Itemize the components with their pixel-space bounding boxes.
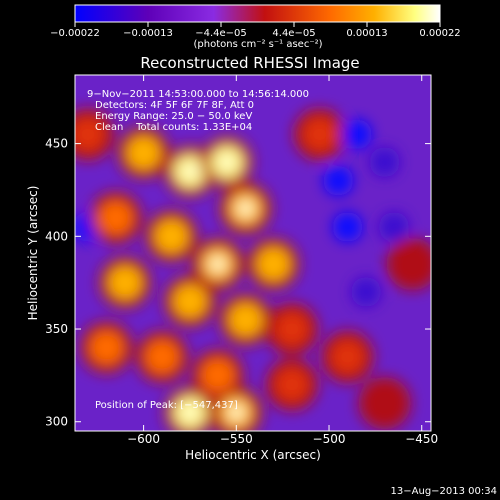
heatmap-blob xyxy=(369,147,400,178)
heatmap-blob xyxy=(341,119,372,150)
x-tick-label: −600 xyxy=(127,432,160,446)
heatmap-blob xyxy=(172,284,207,319)
heatmap-blob xyxy=(395,247,430,282)
colorbar-tick-label: 4.4e−05 xyxy=(272,28,315,39)
heatmap-blob-core xyxy=(219,154,236,171)
heatmap-blob-core xyxy=(181,404,198,421)
x-tick-label: −550 xyxy=(220,432,253,446)
colorbar-ticks: −0.00022 −0.00013 −4.4e−05 4.4e−05 0.00013 0.… xyxy=(50,22,461,39)
heatmap-blob xyxy=(108,265,143,300)
annotation-time-range: 9−Nov−2011 14:53:00.000 to 14:56:14.000 xyxy=(87,89,309,100)
x-axis-label: Heliocentric X (arcsec) xyxy=(185,448,321,462)
heatmap-blob-core xyxy=(209,256,226,273)
heatmap-blob-core xyxy=(181,163,198,180)
y-tick-label: 450 xyxy=(45,137,68,151)
heatmap-blob xyxy=(200,358,235,393)
annotation-energy-range: Energy Range: 25.0 − 50.0 keV xyxy=(95,111,252,122)
x-axis: −600 −550 −500 −450 xyxy=(127,75,438,446)
plot-frame xyxy=(74,74,432,432)
y-tick-label: 350 xyxy=(45,322,68,336)
footer-date: 13−Aug−2013 00:34 xyxy=(391,486,497,497)
heatmap-blob xyxy=(274,367,309,402)
heatmap-blob xyxy=(367,386,402,421)
heatmap-blob xyxy=(302,117,337,152)
heatmap-blob xyxy=(274,312,309,347)
heatmap-blob xyxy=(145,339,180,374)
colorbar-unit-label: (photons cm⁻² s⁻¹ asec⁻²) xyxy=(193,39,322,50)
colorbar-tick-label: −0.00022 xyxy=(50,28,100,39)
heatmap-blob-core xyxy=(237,200,254,217)
heatmap-blob xyxy=(154,219,189,254)
annotation-clean-counts: Clean Total counts: 1.33E+04 xyxy=(95,122,252,133)
colorbar-tick-label: −0.00013 xyxy=(123,28,173,39)
colorbar-tick-label: 0.00013 xyxy=(346,28,387,39)
x-tick-label: −450 xyxy=(405,432,438,446)
heatmap-blob xyxy=(378,212,409,243)
annotation-detectors: Detectors: 4F 5F 6F 7F 8F, Att 0 xyxy=(95,100,254,111)
heatmap-blob-core xyxy=(228,404,245,421)
colorbar-tick-label: −4.4e−05 xyxy=(195,28,247,39)
y-tick-label: 300 xyxy=(45,415,68,429)
heatmap-blob xyxy=(75,117,105,152)
heatmap-blob xyxy=(98,200,133,235)
y-axis: 300 350 400 450 xyxy=(45,137,431,429)
colorbar-tick-label: 0.00022 xyxy=(419,28,460,39)
heatmap-blob xyxy=(126,135,161,170)
y-tick-label: 400 xyxy=(45,229,68,243)
heatmap-blob xyxy=(256,247,291,282)
y-axis-label: Heliocentric Y (arcsec) xyxy=(26,186,40,321)
colorbar xyxy=(74,4,441,23)
heatmap-blob xyxy=(332,212,363,243)
heatmap-blob xyxy=(228,302,263,337)
x-tick-label: −500 xyxy=(313,432,346,446)
heatmap-blob xyxy=(330,339,365,374)
chart-title: Reconstructed RHESSI Image xyxy=(140,54,359,72)
heatmap-blob xyxy=(89,330,124,365)
heatmap-blob xyxy=(351,276,382,307)
heatmap-blob xyxy=(323,165,354,196)
annotation-position-of-peak: Position of Peak: [−547,437] xyxy=(95,400,238,411)
